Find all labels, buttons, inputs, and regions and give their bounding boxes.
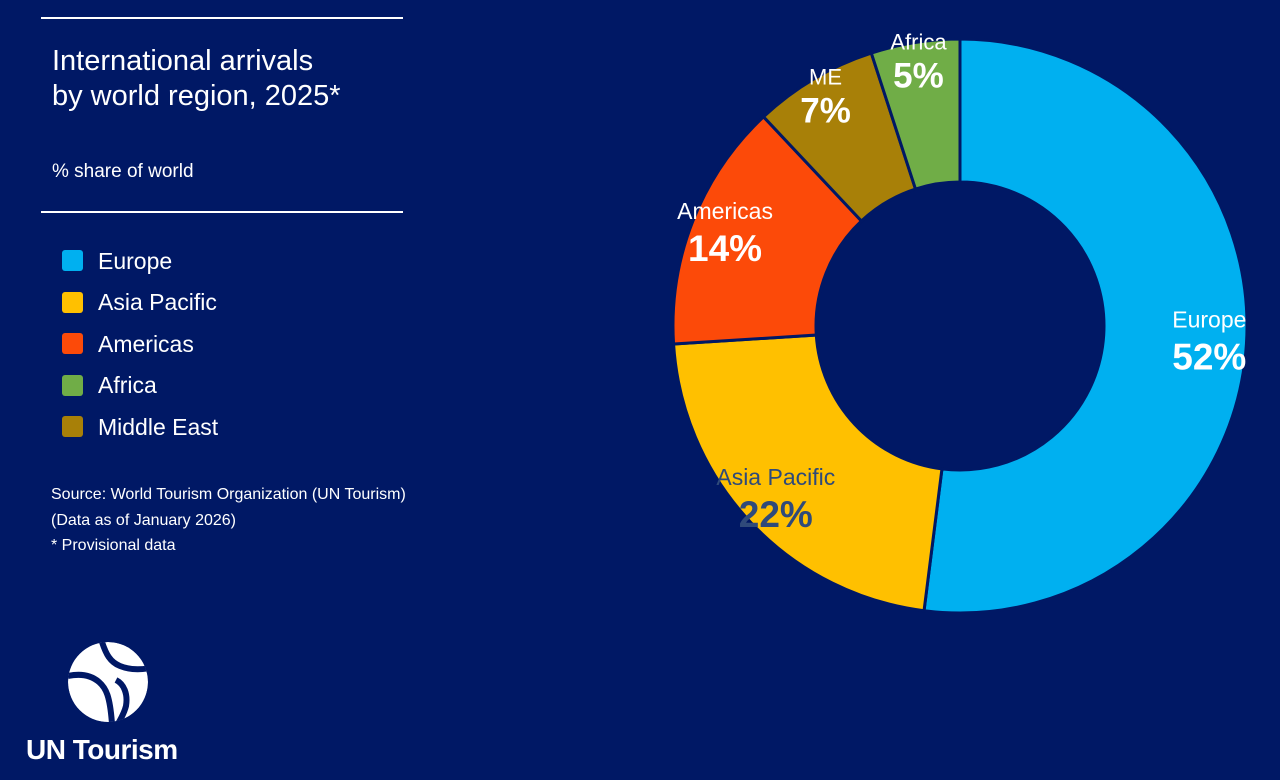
slice-value-asia-pacific: 22% bbox=[739, 494, 813, 535]
legend-swatch-europe bbox=[62, 250, 83, 272]
legend-item-asia-pacific: Asia Pacific bbox=[62, 282, 218, 324]
slice-africa bbox=[869, 37, 962, 191]
slice-europe bbox=[922, 37, 1249, 615]
slice-label-middle-east: ME bbox=[809, 65, 842, 90]
chart-title-line-2: by world region, 2025* bbox=[52, 80, 341, 112]
legend-item-africa: Africa bbox=[62, 365, 218, 407]
slice-label-africa: Africa bbox=[890, 30, 947, 55]
slice-value-europe: 52% bbox=[1172, 337, 1246, 378]
legend-label-europe: Europe bbox=[98, 247, 173, 274]
legend-label-middle-east: Middle East bbox=[98, 413, 219, 440]
legend-swatch-middle-east bbox=[62, 416, 83, 438]
slice-americas bbox=[671, 114, 864, 346]
chart-legend: Europe Asia Pacific Americas Africa Midd… bbox=[62, 240, 218, 448]
legend-label-africa: Africa bbox=[98, 372, 157, 399]
legend-swatch-africa bbox=[62, 374, 83, 396]
globe-logo-icon bbox=[68, 642, 148, 722]
slice-value-middle-east: 7% bbox=[800, 92, 851, 131]
source-text: Source: World Tourism Organization (UN T… bbox=[51, 486, 406, 503]
brand-name: UN Tourism bbox=[26, 734, 178, 765]
legend-item-europe: Europe bbox=[62, 240, 218, 282]
top-divider bbox=[41, 17, 403, 19]
source-notes: Source: World Tourism Organization (UN T… bbox=[51, 482, 406, 559]
provisional-note: * Provisional data bbox=[51, 537, 176, 554]
middle-divider bbox=[41, 211, 403, 213]
chart-subtitle: % share of world bbox=[52, 161, 194, 182]
chart-title-line-1: International arrivals bbox=[52, 45, 314, 77]
legend-label-americas: Americas bbox=[98, 330, 194, 357]
slice-label-asia-pacific: Asia Pacific bbox=[716, 464, 835, 490]
legend-swatch-americas bbox=[62, 333, 83, 355]
legend-item-americas: Americas bbox=[62, 323, 218, 365]
chart-title: International arrivals by world region, … bbox=[52, 44, 412, 114]
legend-swatch-asia-pacific bbox=[62, 291, 83, 313]
data-date-text: (Data as of January 2026) bbox=[51, 511, 236, 529]
slice-label-americas: Americas bbox=[677, 198, 773, 224]
un-tourism-logo: UN Tourism bbox=[26, 640, 196, 770]
slice-asia-pacific bbox=[671, 333, 944, 613]
slice-value-africa: 5% bbox=[893, 57, 944, 96]
slice-label-europe: Europe bbox=[1172, 307, 1246, 333]
slice-value-americas: 14% bbox=[688, 228, 762, 269]
legend-label-asia-pacific: Asia Pacific bbox=[98, 289, 217, 316]
legend-item-middle-east: Middle East bbox=[62, 406, 218, 448]
